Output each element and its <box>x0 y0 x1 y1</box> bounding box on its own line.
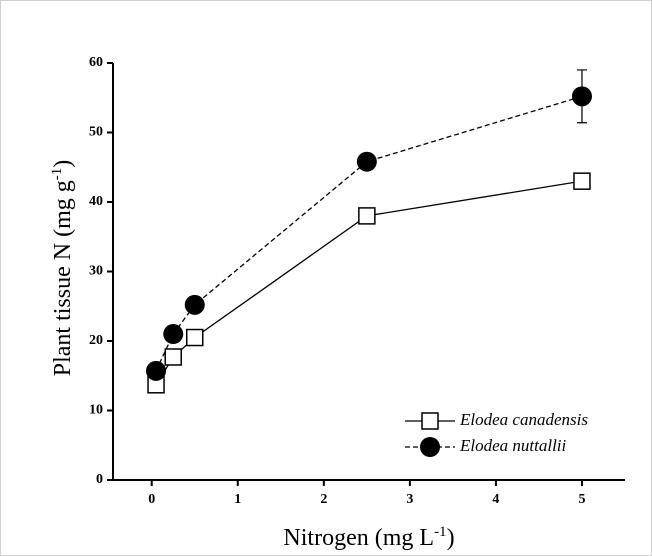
y-tick-label: 50 <box>89 125 103 140</box>
y-label-text: Plant tissue N (mg g <box>50 180 76 376</box>
x-label-sup: -1 <box>434 524 447 540</box>
y-label-end: ) <box>50 160 76 168</box>
y-tick-label: 20 <box>89 333 103 348</box>
y-label-sup: -1 <box>49 168 65 181</box>
legend-marker <box>420 437 440 457</box>
y-axis-label: Plant tissue N (mg g-1) <box>49 160 76 377</box>
x-tick-label: 1 <box>234 492 241 507</box>
data-point <box>571 86 592 107</box>
x-label-end: ) <box>447 525 455 551</box>
y-tick-label: 40 <box>89 194 103 209</box>
legend-label: Elodea canadensis <box>459 410 588 429</box>
y-tick-label: 30 <box>89 264 103 279</box>
x-tick-label: 3 <box>406 492 413 507</box>
data-point <box>163 324 184 345</box>
x-axis-label: Nitrogen (mg L-1) <box>283 524 454 551</box>
y-tick-label: 0 <box>96 472 103 487</box>
x-tick-label: 0 <box>148 492 155 507</box>
data-point <box>146 360 167 381</box>
data-point <box>164 348 182 366</box>
data-point <box>573 172 591 190</box>
x-tick-label: 5 <box>578 492 585 507</box>
y-tick-label: 60 <box>89 55 103 70</box>
data-point <box>184 294 205 315</box>
x-tick-label: 4 <box>492 492 499 507</box>
data-point <box>185 328 204 347</box>
legend-label: Elodea nuttallii <box>459 436 567 455</box>
x-tick-label: 2 <box>320 492 327 507</box>
x-label-text: Nitrogen (mg L <box>283 525 434 551</box>
data-point <box>356 151 377 172</box>
y-tick-label: 10 <box>89 403 103 418</box>
data-point <box>358 207 376 225</box>
legend-marker <box>421 412 439 430</box>
